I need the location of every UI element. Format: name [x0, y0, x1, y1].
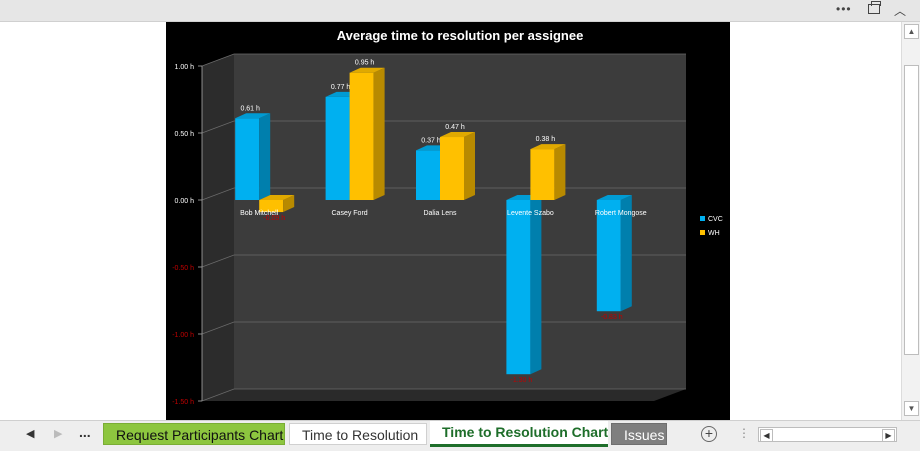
wh-bar: [530, 144, 566, 200]
bar-top: [440, 132, 475, 138]
legend-swatch: [700, 216, 705, 221]
gridline: [201, 53, 686, 67]
category-label: Bob Mitchell: [240, 210, 279, 217]
cvc-bar: [235, 113, 271, 200]
bar-top: [235, 113, 271, 119]
data-label: -0.09 h: [263, 215, 285, 222]
data-label: -1.30 h: [511, 377, 533, 384]
legend-label: WH: [708, 230, 720, 237]
data-label: 0.37 h: [421, 137, 441, 144]
y-tick-label: -0.50 h: [172, 265, 194, 272]
bar-top: [596, 195, 632, 200]
tab-label: Request Participants Chart: [116, 427, 284, 443]
worksheet-area[interactable]: Average time to resolution per assignee 1…: [0, 22, 901, 420]
sheet-tab-bar: ◀ ▶ ... Request Participants Chart Time …: [0, 420, 920, 451]
prev-sheet-icon[interactable]: ◀: [26, 428, 35, 440]
y-tick-label: 0.50 h: [175, 131, 195, 138]
bar-front: [416, 150, 440, 200]
scroll-down-icon[interactable]: ▼: [904, 401, 919, 416]
restore-window-icon[interactable]: [868, 1, 881, 14]
bar-side: [554, 144, 566, 200]
gridline: [201, 120, 686, 134]
scroll-right-icon[interactable]: ▶: [882, 429, 895, 442]
bar-top: [349, 67, 385, 73]
data-label: 0.77 h: [331, 84, 351, 91]
data-label: 0.38 h: [536, 136, 556, 143]
tab-time-to-resolution-chart[interactable]: Time to Resolution Chart: [430, 421, 608, 447]
legend-label: CVC: [708, 216, 723, 223]
scroll-left-icon[interactable]: ◀: [760, 429, 773, 442]
bar-side: [620, 195, 632, 312]
tab-label: Time to Resolution Chart: [442, 424, 609, 440]
chart-legend: CVC WH: [700, 216, 723, 237]
window-title-bar: ••• ︿: [0, 0, 920, 22]
y-tick-label: -1.50 h: [172, 399, 194, 406]
data-label: -0.83 h: [601, 314, 623, 321]
tab-time-to-resolution[interactable]: Time to Resolution: [289, 423, 427, 445]
gridline: [201, 388, 686, 402]
cvc-bar: [506, 195, 542, 375]
horizontal-scrollbar[interactable]: ◀ ▶: [758, 427, 897, 442]
bar-front: [440, 137, 464, 200]
tab-label: Issues: [624, 427, 665, 443]
tab-issues[interactable]: Issues: [611, 423, 667, 445]
chart-floor: [202, 389, 686, 401]
bar-side: [464, 132, 475, 200]
more-sheets-button[interactable]: ...: [79, 424, 91, 440]
more-options-icon[interactable]: •••: [836, 2, 852, 16]
chart-side-wall: [202, 54, 234, 401]
next-sheet-icon[interactable]: ▶: [54, 428, 63, 440]
tab-label: Time to Resolution: [302, 427, 419, 443]
bar-front: [596, 200, 621, 312]
bar-side: [373, 67, 385, 200]
splitter-handle-icon[interactable]: ⋮: [738, 426, 750, 440]
y-tick-label: 0.00 h: [175, 198, 195, 205]
category-label: Robert Mongose: [595, 210, 647, 217]
chart-title: Average time to resolution per assignee: [337, 28, 584, 43]
cvc-bar: [596, 195, 632, 312]
bar-front: [259, 200, 284, 213]
bar-front: [349, 72, 374, 200]
data-label: 0.61 h: [240, 105, 260, 112]
category-label: Casey Ford: [332, 210, 368, 217]
bar-front: [506, 200, 531, 375]
scroll-up-icon[interactable]: ▲: [904, 24, 919, 39]
legend-swatch: [700, 230, 705, 235]
vertical-scrollbar[interactable]: ▲ ▼: [901, 22, 920, 420]
wh-bar: [349, 67, 385, 200]
bar-chart[interactable]: Average time to resolution per assignee 1…: [166, 22, 730, 420]
tab-request-participants-chart[interactable]: Request Participants Chart: [103, 423, 285, 445]
bar-top: [259, 195, 295, 200]
data-label: 0.95 h: [355, 60, 375, 67]
collapse-ribbon-icon[interactable]: ︿: [894, 4, 907, 18]
bar-front: [325, 96, 350, 200]
category-label: Levente Szabo: [507, 210, 554, 217]
wh-bar: [440, 132, 475, 200]
bar-side: [530, 195, 542, 375]
category-label: Dalia Lens: [423, 210, 457, 217]
add-sheet-icon[interactable]: +: [701, 426, 717, 442]
data-label: 0.47 h: [445, 124, 465, 131]
bar-side: [259, 113, 271, 200]
y-tick-label: 1.00 h: [175, 64, 195, 71]
bar-front: [530, 149, 555, 200]
scrollbar-thumb[interactable]: [904, 65, 919, 355]
bar-front: [235, 118, 260, 200]
y-tick-label: -1.00 h: [172, 332, 194, 339]
bar-side: [283, 195, 295, 213]
wh-bar: [259, 195, 295, 213]
bar-top: [530, 144, 566, 150]
chart-area[interactable]: Average time to resolution per assignee 1…: [166, 22, 730, 420]
